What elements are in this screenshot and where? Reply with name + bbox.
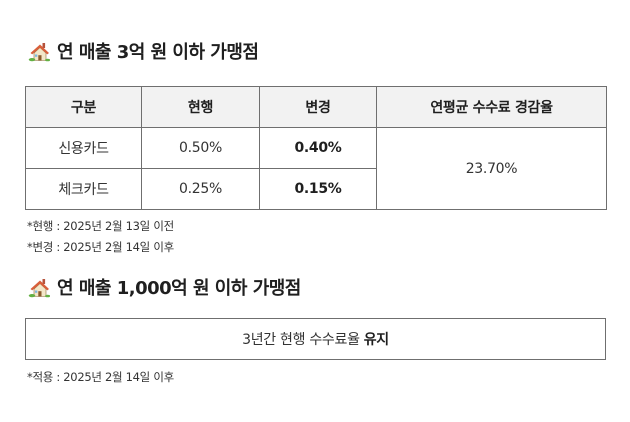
policy-emphasis: 유지 <box>363 332 389 348</box>
header-category: 구분 <box>25 86 142 128</box>
house-icon <box>28 40 51 62</box>
section-title-text: 연 매출 3억 원 이하 가맹점 <box>57 42 259 63</box>
policy-box: 3년간 현행 수수료율 유지 <box>25 318 606 360</box>
cell-card-type: 신용카드 <box>25 127 142 169</box>
cell-current-rate: 0.50% <box>141 127 260 169</box>
header-reduction: 연평균 수수료 경감율 <box>376 86 607 128</box>
cell-changed-rate: 0.15% <box>259 168 377 210</box>
cell-current-rate: 0.25% <box>141 168 260 210</box>
section-title-large-merchants: 연 매출 1,000억 원 이하 가맹점 <box>28 274 301 300</box>
table-row: 체크카드 0.25% 0.15% <box>25 168 607 210</box>
policy-text: 3년간 현행 수수료율 <box>242 332 360 348</box>
cell-changed-rate: 0.40% <box>259 127 377 169</box>
footnote-applied: *적용 : 2025년 2월 14일 이후 <box>27 370 174 384</box>
section-title-text: 연 매출 1,000억 원 이하 가맹점 <box>57 278 301 299</box>
cell-reduction-rate: 23.70% <box>376 127 607 210</box>
header-current: 현행 <box>141 86 260 128</box>
table-header-row: 구분 현행 변경 연평균 수수료 경감율 <box>25 86 607 128</box>
house-icon <box>28 276 51 298</box>
fee-table: 구분 현행 변경 연평균 수수료 경감율 신용카드 0.50% 0.40% 23… <box>25 86 607 210</box>
section-title-small-merchants: 연 매출 3억 원 이하 가맹점 <box>28 38 259 64</box>
table-row: 신용카드 0.50% 0.40% 23.70% <box>25 127 607 210</box>
footnote-changed: *변경 : 2025년 2월 14일 이후 <box>27 240 174 254</box>
footnote-current: *현행 : 2025년 2월 13일 이전 <box>27 219 174 233</box>
cell-card-type: 체크카드 <box>25 168 142 210</box>
header-changed: 변경 <box>259 86 377 128</box>
